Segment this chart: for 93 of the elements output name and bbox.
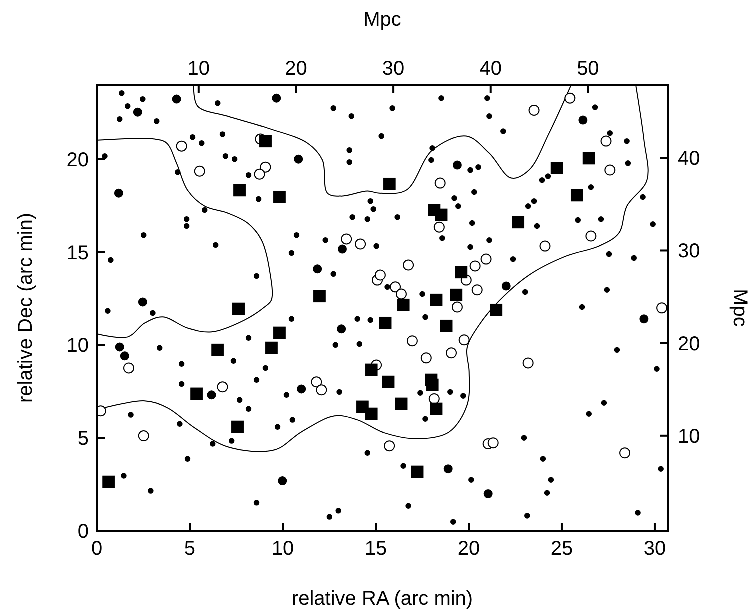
point	[123, 362, 134, 374]
x-tick-label: 15	[364, 538, 388, 560]
point	[397, 298, 410, 312]
point	[365, 364, 378, 376]
y-tick-label: 15	[66, 242, 89, 264]
point	[382, 376, 395, 388]
point	[522, 358, 534, 369]
point	[316, 384, 328, 396]
point	[176, 140, 188, 152]
point	[480, 254, 492, 265]
point	[586, 230, 597, 242]
point	[455, 266, 468, 279]
point	[232, 302, 245, 316]
point	[488, 438, 499, 449]
x-tick-label: 5	[184, 538, 196, 560]
point	[265, 342, 278, 354]
y-tick-label: 10	[66, 335, 89, 358]
point	[411, 466, 424, 478]
point	[254, 168, 266, 180]
point	[273, 190, 286, 204]
point	[440, 320, 453, 332]
point	[260, 162, 272, 173]
x-axis-title: relative RA (arc min)	[292, 588, 474, 610]
x2-tick-label: 10	[188, 58, 210, 80]
point	[313, 290, 326, 303]
y2-tick-label: 30	[678, 240, 700, 263]
point	[102, 476, 116, 488]
x-tick-label: 30	[644, 538, 666, 560]
point	[426, 378, 439, 392]
point	[390, 282, 402, 293]
y2-axis-title: Mpc	[729, 289, 751, 327]
point	[452, 302, 463, 313]
point	[379, 316, 392, 330]
x2-axis-title: Mpc	[364, 9, 402, 31]
point	[341, 234, 352, 245]
point	[435, 208, 448, 222]
point	[472, 284, 483, 296]
point	[217, 382, 228, 393]
point	[355, 238, 366, 250]
point	[490, 304, 503, 316]
point	[374, 270, 386, 281]
point	[234, 184, 246, 197]
point	[428, 394, 440, 405]
point	[403, 260, 414, 271]
point	[420, 352, 432, 364]
point	[458, 334, 470, 346]
point	[570, 189, 584, 202]
point	[259, 135, 272, 148]
point	[582, 152, 596, 165]
y2-tick-label: 20	[678, 333, 700, 356]
y-tick-label: 5	[78, 428, 89, 450]
point	[656, 302, 668, 314]
point	[406, 336, 418, 347]
point	[564, 92, 576, 104]
point	[190, 388, 204, 400]
point	[620, 448, 631, 459]
point	[528, 104, 540, 116]
point	[434, 222, 445, 233]
point	[212, 344, 224, 356]
point	[430, 294, 443, 306]
x2-tick-label: 40	[480, 58, 502, 80]
x-tick-label: 20	[458, 538, 480, 560]
point	[311, 376, 322, 388]
point	[434, 178, 446, 189]
point	[512, 216, 525, 229]
y-axis-title: relative Dec (arc min)	[15, 212, 37, 404]
y2-tick-label: 40	[678, 148, 700, 170]
point	[540, 240, 551, 252]
point	[232, 420, 244, 434]
point	[384, 440, 396, 452]
point	[194, 166, 206, 177]
point	[396, 288, 407, 300]
x-tick-label: 25	[550, 538, 574, 560]
x2-tick-label: 20	[285, 58, 308, 80]
point	[138, 430, 150, 442]
x-tick-label: 0	[91, 538, 103, 560]
point	[395, 398, 408, 410]
point	[600, 136, 612, 147]
point	[450, 288, 463, 302]
point	[365, 408, 378, 420]
y-tick-label: 20	[66, 149, 89, 172]
y-tick-label: 0	[78, 521, 89, 543]
point	[604, 164, 616, 176]
x2-tick-label: 30	[382, 58, 405, 80]
x-tick-label: 10	[272, 538, 294, 560]
x2-tick-label: 50	[577, 58, 600, 80]
point	[383, 178, 396, 190]
point	[273, 326, 286, 340]
point	[470, 260, 481, 272]
point	[550, 162, 564, 175]
point	[430, 402, 443, 416]
point	[446, 348, 458, 359]
y2-tick-label: 10	[678, 426, 700, 448]
